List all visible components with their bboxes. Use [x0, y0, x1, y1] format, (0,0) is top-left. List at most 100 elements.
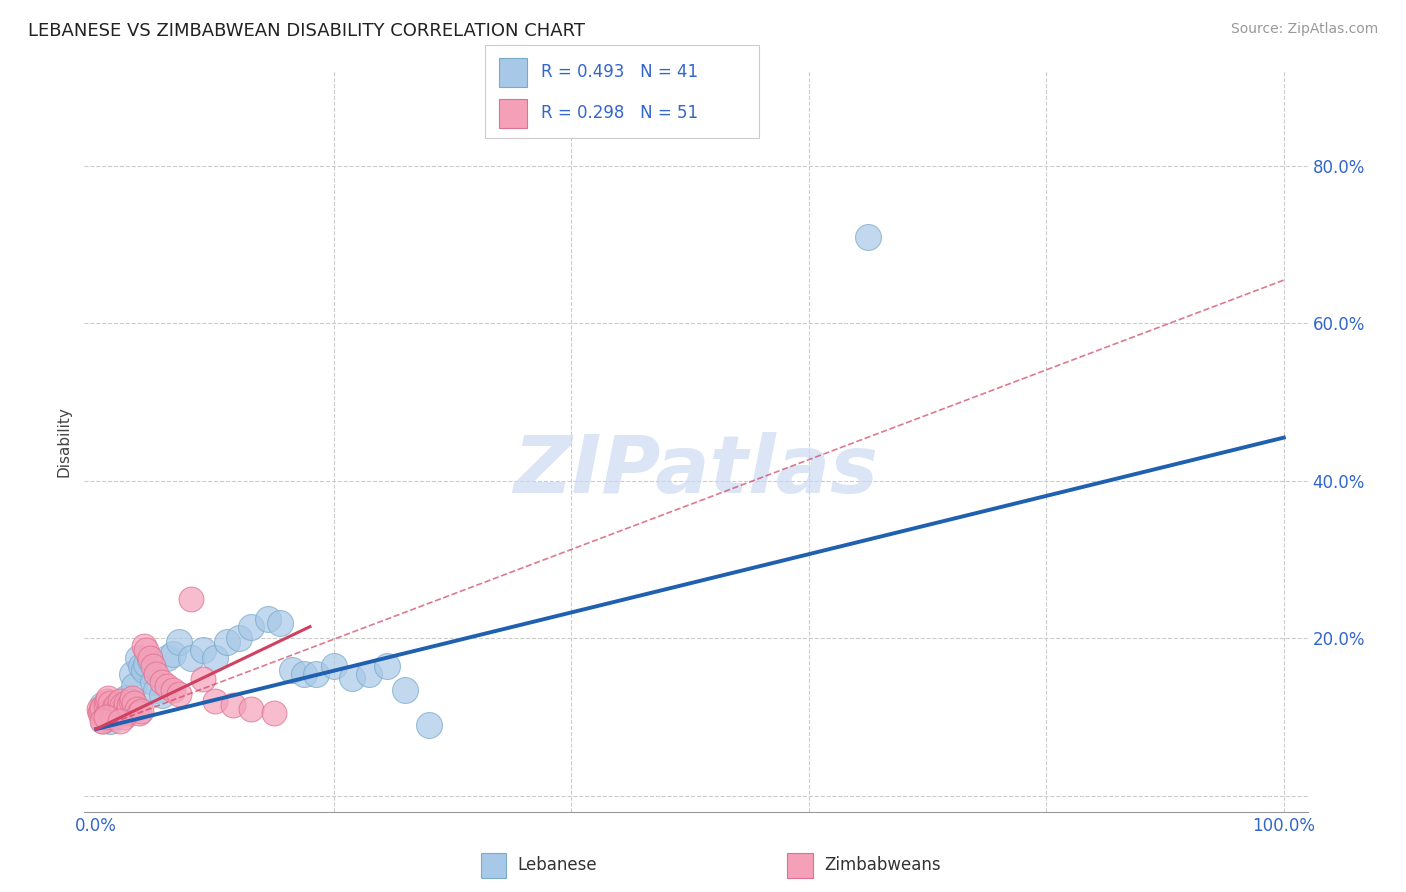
Point [110, 704, 132, 718]
Point [111, 702, 134, 716]
Point [222, 698, 245, 713]
Point [418, 718, 440, 732]
Point [281, 663, 304, 677]
Point [239, 702, 262, 716]
Point [105, 698, 128, 713]
Point [107, 702, 129, 716]
Point [98, 704, 121, 718]
Text: R = 0.493   N = 41: R = 0.493 N = 41 [541, 63, 699, 81]
Point [340, 671, 363, 685]
Point [108, 696, 131, 710]
Point [111, 698, 134, 713]
Point [107, 700, 129, 714]
Point [115, 696, 138, 710]
Point [103, 700, 125, 714]
Point [191, 673, 214, 687]
Point [91, 700, 114, 714]
Point [100, 696, 122, 710]
Point [107, 706, 129, 721]
Point [118, 704, 141, 718]
Point [156, 651, 179, 665]
Point [93, 710, 115, 724]
Point [269, 615, 291, 630]
Point [169, 635, 191, 649]
Point [145, 666, 167, 681]
Point [114, 700, 136, 714]
Point [120, 694, 142, 708]
Point [115, 706, 138, 721]
Point [169, 687, 191, 701]
Point [117, 704, 139, 718]
Point [162, 647, 184, 661]
Point [138, 653, 160, 667]
Point [96, 694, 118, 708]
Point [257, 612, 280, 626]
Point [112, 710, 135, 724]
Point [162, 682, 184, 697]
Text: LEBANESE VS ZIMBABWEAN DISABILITY CORRELATION CHART: LEBANESE VS ZIMBABWEAN DISABILITY CORREL… [28, 22, 585, 40]
Text: ZIPatlas: ZIPatlas [513, 432, 879, 510]
Point [180, 651, 202, 665]
Point [128, 706, 150, 721]
Point [228, 632, 250, 646]
Text: Source: ZipAtlas.com: Source: ZipAtlas.com [1230, 22, 1378, 37]
Point [91, 714, 114, 728]
Point [94, 710, 117, 724]
Point [394, 682, 416, 697]
Point [135, 643, 157, 657]
Point [122, 679, 145, 693]
Point [150, 674, 173, 689]
Point [204, 651, 226, 665]
Point [359, 666, 381, 681]
Point [101, 710, 124, 724]
Point [125, 702, 148, 716]
Point [142, 659, 165, 673]
Point [856, 229, 879, 244]
Point [118, 698, 141, 713]
Point [322, 659, 344, 673]
Point [97, 710, 120, 724]
Point [150, 688, 173, 702]
Point [100, 714, 122, 728]
Point [138, 651, 160, 665]
Point [142, 674, 165, 689]
Point [90, 704, 112, 718]
Point [100, 706, 122, 721]
Point [122, 696, 145, 710]
Point [121, 666, 143, 681]
Point [103, 706, 125, 721]
Point [131, 659, 153, 673]
Point [135, 657, 157, 671]
Point [305, 666, 328, 681]
Point [145, 682, 167, 697]
Y-axis label: Disability: Disability [56, 406, 72, 477]
Point [215, 635, 238, 649]
Point [132, 663, 155, 677]
Point [132, 640, 155, 654]
Point [108, 714, 131, 728]
Point [131, 704, 153, 718]
Point [239, 619, 262, 633]
Text: R = 0.298   N = 51: R = 0.298 N = 51 [541, 104, 699, 122]
Point [94, 698, 117, 713]
Point [104, 704, 127, 718]
Text: Lebanese: Lebanese [517, 856, 598, 874]
Point [108, 694, 131, 708]
Point [89, 706, 111, 721]
Point [91, 698, 114, 713]
Point [87, 702, 110, 716]
Point [156, 679, 179, 693]
Point [191, 643, 214, 657]
Point [263, 706, 285, 721]
Point [204, 694, 226, 708]
Text: Zimbabweans: Zimbabweans [824, 856, 941, 874]
Point [127, 651, 149, 665]
Point [180, 592, 202, 607]
Point [97, 690, 120, 705]
Point [93, 714, 115, 728]
Point [292, 666, 315, 681]
Point [121, 690, 143, 705]
Point [104, 704, 127, 718]
Point [115, 690, 138, 705]
Point [375, 659, 398, 673]
